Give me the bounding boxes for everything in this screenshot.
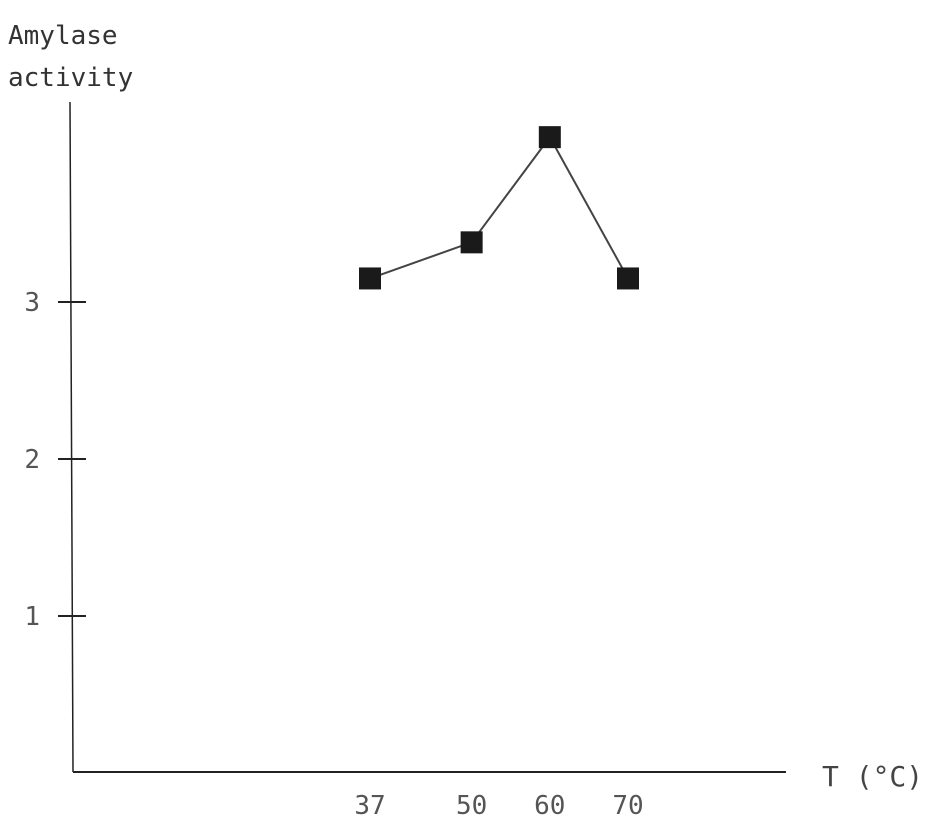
y-ticks-group: 1 2 3 [24,288,86,632]
x-tick-label: 50 [456,791,487,821]
y-tick-label: 1 [24,602,40,632]
x-axis-title: T (°C) [822,760,923,793]
series-group [359,126,639,290]
data-point-marker [460,231,483,254]
x-ticks-group: 37 50 60 70 [354,791,643,821]
data-point-marker [617,267,639,290]
y-tick-label: 2 [24,445,40,475]
series-line [369,135,629,280]
data-point-marker [359,267,381,290]
x-tick-label: 37 [354,791,385,821]
y-axis-title-line-1: Amylase [8,21,118,51]
y-tick-label: 3 [24,288,40,318]
x-tick-label: 60 [534,791,565,821]
data-point-marker [538,126,561,149]
y-axis-line [69,101,74,773]
y-axis-title-line-2: activity [8,63,133,93]
x-tick-label: 70 [612,791,643,821]
